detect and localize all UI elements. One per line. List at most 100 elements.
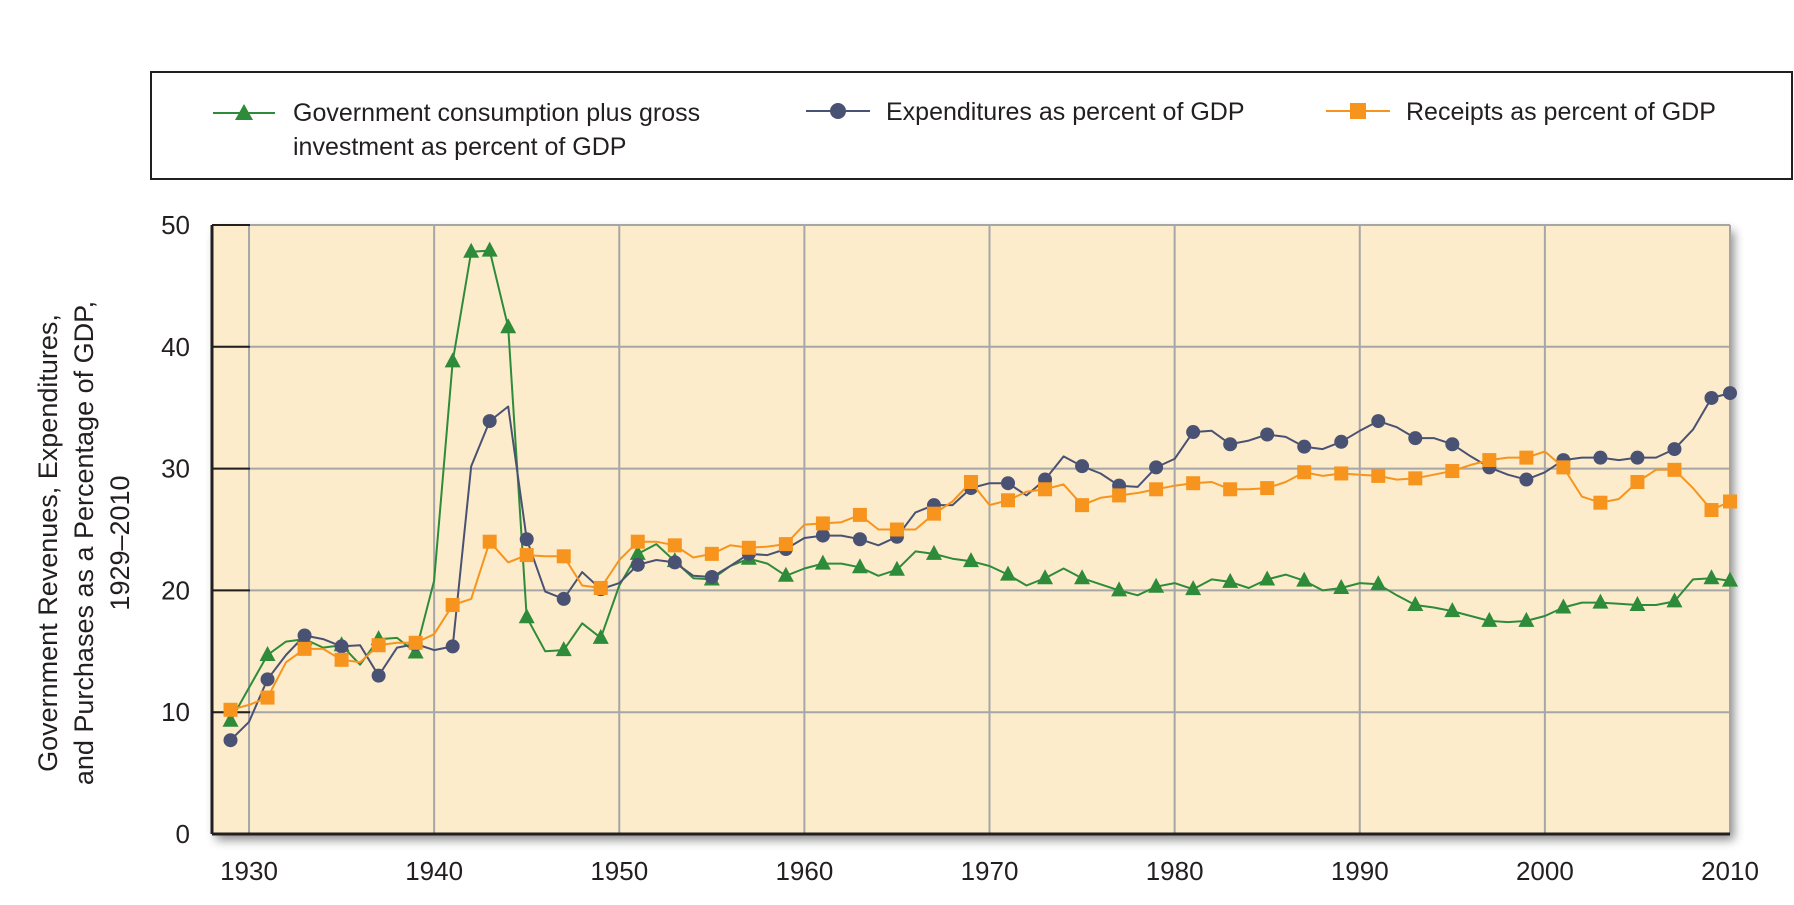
data-point-navy-1989: [1334, 434, 1349, 449]
data-point-orange-1989: [1334, 466, 1349, 481]
data-point-navy-1951: [630, 557, 645, 572]
data-point-green-1993: [1407, 596, 1424, 612]
plot-area: [212, 225, 1730, 834]
data-point-green-2005: [1629, 596, 1646, 612]
x-tick-label-1930: 1930: [220, 856, 278, 886]
data-point-navy-1953: [667, 555, 682, 570]
y-tick-label-0: 0: [176, 819, 190, 849]
data-point-green-1989: [1333, 578, 1350, 594]
data-point-green-2001: [1555, 598, 1572, 614]
data-point-orange-1947: [556, 549, 571, 564]
data-point-orange-1939: [408, 635, 423, 650]
data-point-orange-1933: [297, 641, 312, 656]
x-tick-label-1950: 1950: [590, 856, 648, 886]
data-point-navy-2010: [1723, 386, 1737, 401]
data-point-green-2003: [1592, 593, 1609, 609]
data-point-navy-1955: [704, 570, 719, 585]
data-point-navy-1963: [852, 532, 867, 547]
tick-labels: 1930 1940 1950 1960 1970 1980 1990 2000 2010 0 10 2…: [161, 210, 1759, 886]
data-point-navy-1947: [556, 591, 571, 606]
data-point-orange-1961: [815, 516, 830, 531]
data-point-navy-1929: [223, 733, 238, 748]
data-point-orange-1975: [1075, 498, 1090, 513]
data-point-green-1947: [555, 641, 572, 657]
data-point-orange-1999: [1519, 450, 1534, 465]
data-point-green-1981: [1185, 580, 1202, 596]
data-point-navy-1975: [1075, 459, 1090, 474]
data-point-navy-1971: [1001, 476, 1016, 491]
data-point-orange-2005: [1630, 474, 1645, 489]
legend-label-expenditures: Expenditures as percent of GDP: [886, 98, 1245, 126]
data-point-orange-2009: [1704, 503, 1719, 518]
data-point-green-1983: [1222, 572, 1239, 588]
legend-label-line-2: investment as percent of GDP: [293, 133, 626, 161]
data-point-orange-1995: [1445, 464, 1460, 479]
data-point-orange-1981: [1186, 476, 1201, 491]
data-point-green-1943: [481, 241, 498, 257]
y-axis-title: Government Revenues, Expenditures, and P…: [33, 301, 135, 785]
data-point-green-1971: [1000, 565, 1017, 581]
legend-item-government-consumption: Government consumption plus gross invest…: [213, 99, 700, 161]
x-tick-label-2000: 2000: [1516, 856, 1574, 886]
data-point-green-1942: [463, 242, 480, 258]
data-point-green-1967: [925, 544, 942, 560]
y-tick-label-40: 40: [161, 332, 190, 362]
data-point-orange-1993: [1408, 471, 1423, 486]
data-point-orange-1967: [926, 506, 941, 521]
data-point-orange-1959: [778, 537, 793, 552]
legend-label-line-1: Government consumption plus gross: [293, 99, 700, 127]
data-point-orange-2010: [1723, 494, 1737, 509]
data-point-green-1995: [1444, 602, 1461, 618]
data-point-orange-1985: [1260, 481, 1275, 496]
data-point-orange-2001: [1556, 460, 1571, 475]
data-point-green-1975: [1074, 569, 1091, 585]
legend-item-expenditures: Expenditures as percent of GDP: [806, 98, 1245, 126]
y-tick-label-50: 50: [161, 210, 190, 240]
data-point-navy-1941: [445, 639, 460, 654]
data-point-navy-1979: [1149, 460, 1164, 475]
data-point-navy-1983: [1223, 437, 1238, 452]
data-point-orange-1943: [482, 534, 497, 549]
data-point-orange-1951: [630, 534, 645, 549]
axes: [210, 224, 1730, 836]
data-point-green-1987: [1296, 571, 1313, 587]
data-point-green-1985: [1259, 570, 1276, 586]
legend-frame: [150, 71, 1793, 180]
series-line-orange: [230, 450, 1731, 711]
data-point-green-1997: [1481, 611, 1498, 627]
data-point-green-1951: [629, 544, 646, 560]
data-point-green-1959: [777, 566, 794, 582]
data-point-orange-1931: [260, 690, 275, 705]
data-point-green-1929: [222, 711, 239, 727]
data-point-orange-1953: [667, 538, 682, 553]
data-point-orange-1997: [1482, 453, 1497, 468]
data-point-orange-2007: [1667, 462, 1682, 477]
data-point-orange-1965: [889, 522, 904, 537]
series-line-green: [229, 249, 1731, 722]
data-point-green-1949: [592, 628, 609, 644]
data-point-green-1945: [518, 608, 535, 624]
data-point-orange-1969: [964, 474, 978, 489]
data-point-orange-1971: [1001, 493, 1016, 508]
data-point-green-1979: [1148, 577, 1165, 593]
data-point-orange-1983: [1223, 482, 1238, 497]
data-point-navy-1985: [1260, 427, 1275, 442]
data-point-navy-1935: [334, 639, 349, 654]
data-point-orange-1991: [1371, 468, 1386, 483]
y-tick-label-20: 20: [161, 575, 190, 605]
circle-marker-icon: [830, 103, 846, 119]
data-point-navy-1987: [1297, 439, 1312, 454]
data-point-orange-1949: [593, 580, 608, 595]
data-point-orange-1929: [223, 702, 238, 717]
data-point-navy-1943: [482, 414, 497, 429]
data-point-navy-1981: [1186, 425, 1201, 440]
triangle-marker-icon: [235, 104, 253, 120]
data-point-orange-1977: [1112, 488, 1127, 503]
data-point-navy-2007: [1667, 442, 1682, 457]
data-point-green-2007: [1666, 592, 1683, 608]
data-point-green-1961: [814, 554, 831, 570]
data-point-navy-1999: [1519, 472, 1534, 487]
data-point-orange-1955: [704, 546, 719, 561]
data-point-green-1963: [851, 558, 868, 574]
